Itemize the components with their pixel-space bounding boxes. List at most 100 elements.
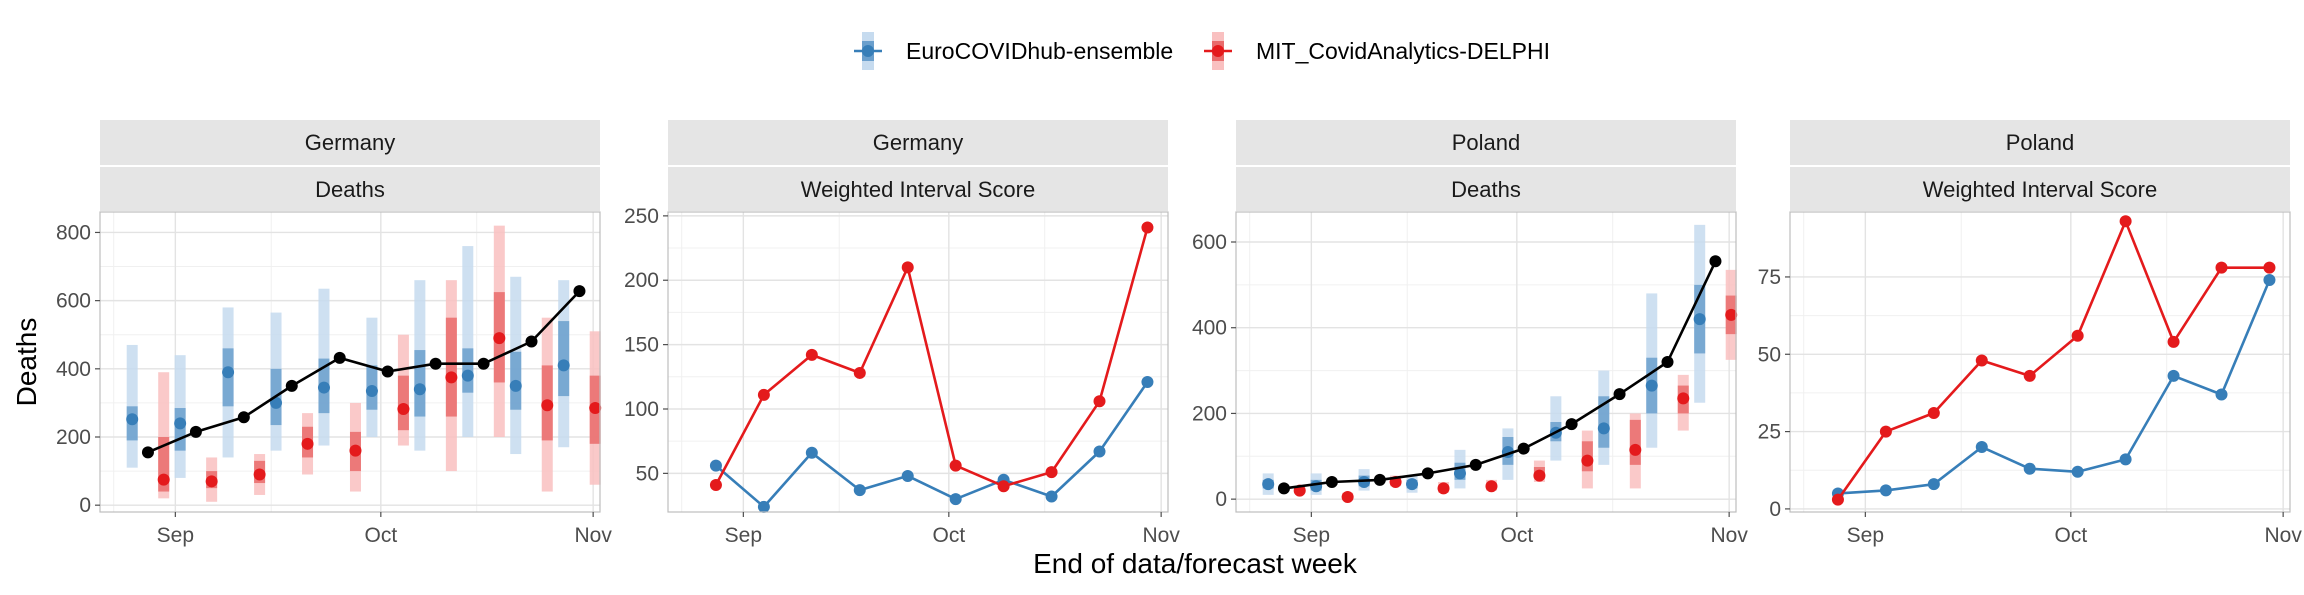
panel-2: Germany Weighted Interval Score 50 100 150 20… bbox=[624, 120, 1180, 547]
observed-point bbox=[1517, 442, 1530, 455]
ensemble-point bbox=[270, 396, 283, 409]
delphi-point bbox=[493, 332, 506, 345]
observed-line bbox=[147, 290, 581, 454]
delphi-point bbox=[1879, 425, 1892, 438]
observed-point bbox=[477, 357, 490, 370]
strip-label-location: Germany bbox=[873, 130, 963, 155]
y-tick-label: 0 bbox=[1769, 498, 1781, 521]
y-axis: 0 200 400 600 800 bbox=[56, 221, 100, 517]
delphi-point bbox=[1141, 221, 1154, 234]
delphi-point bbox=[1093, 395, 1106, 408]
observed-point bbox=[237, 411, 250, 424]
ensemble-point bbox=[461, 369, 474, 382]
y-tick-label: 800 bbox=[56, 221, 91, 244]
ensemble-point bbox=[2071, 465, 2084, 478]
delphi-point bbox=[301, 437, 314, 450]
series-ensemble bbox=[126, 359, 570, 430]
strip-label-target: Deaths bbox=[1451, 177, 1521, 202]
ensemble-point bbox=[1310, 480, 1323, 493]
x-tick-label: Sep bbox=[1293, 524, 1330, 547]
ensemble-point bbox=[1645, 379, 1658, 392]
y-tick-label: 400 bbox=[56, 358, 91, 381]
series-observed bbox=[141, 285, 586, 459]
ensemble-point bbox=[1453, 467, 1466, 480]
delphi-point bbox=[2119, 215, 2132, 228]
x-tick-label: Oct bbox=[932, 524, 965, 547]
observed-point bbox=[285, 379, 298, 392]
delphi-interval-50 bbox=[158, 437, 170, 492]
delphi-point bbox=[2167, 335, 2180, 348]
legend-label-delphi: MIT_CovidAnalytics-DELPHI bbox=[1256, 38, 1550, 64]
ensemble-point bbox=[174, 417, 187, 430]
observed-point bbox=[333, 351, 346, 364]
x-axis: Sep Oct Nov bbox=[1293, 512, 1748, 547]
observed-point bbox=[141, 446, 154, 459]
observed-point bbox=[429, 357, 442, 370]
y-tick-label: 75 bbox=[1758, 266, 1781, 289]
x-tick-label: Oct bbox=[364, 524, 397, 547]
ensemble-point bbox=[1358, 476, 1371, 488]
ensemble-point bbox=[757, 500, 770, 513]
ensemble-point bbox=[1879, 484, 1892, 497]
panel-1: Germany Deaths 0 200 400 600 800 Sep Oct Nov bbox=[56, 120, 612, 547]
x-tick-label: Sep bbox=[1847, 524, 1884, 547]
observed-point bbox=[1325, 476, 1338, 488]
ensemble-interval-90 bbox=[462, 246, 474, 437]
panel-border bbox=[99, 211, 601, 513]
x-axis: Sep Oct Nov bbox=[725, 512, 1180, 547]
y-tick-label: 25 bbox=[1758, 421, 1781, 444]
y-axis: 0 25 50 75 bbox=[1758, 266, 1790, 521]
ensemble-point bbox=[2119, 453, 2132, 466]
strip-top-bg bbox=[100, 120, 600, 165]
delphi-point bbox=[1975, 354, 1988, 367]
gridlines bbox=[668, 212, 1168, 512]
ensemble-point bbox=[1975, 441, 1988, 454]
ensemble-point bbox=[2167, 369, 2180, 382]
legend-entry-ensemble: EuroCOVIDhub-ensemble bbox=[854, 32, 1173, 70]
strip-top-bg bbox=[668, 120, 1168, 165]
y-tick-label: 600 bbox=[56, 290, 91, 313]
x-tick-label: Sep bbox=[725, 524, 762, 547]
ensemble-point bbox=[2263, 274, 2276, 287]
observed-point bbox=[1277, 482, 1290, 495]
observed-point bbox=[573, 285, 586, 298]
ensemble-point bbox=[1927, 478, 1940, 491]
delphi-point bbox=[1725, 308, 1738, 321]
x-tick-label: Nov bbox=[1710, 524, 1748, 547]
strip-label-location: Poland bbox=[2006, 130, 2075, 155]
delphi-point bbox=[157, 473, 170, 486]
strip-label-target: Weighted Interval Score bbox=[1923, 177, 2157, 202]
delphi-line bbox=[1836, 220, 2270, 501]
ensemble-point bbox=[1045, 490, 1058, 503]
observed-point bbox=[1661, 356, 1674, 368]
observed-point bbox=[1613, 388, 1626, 401]
legend: EuroCOVIDhub-ensemble MIT_CovidAnalytics-… bbox=[854, 32, 1550, 70]
observed-point bbox=[1373, 473, 1386, 486]
ensemble-interval-50 bbox=[1598, 396, 1610, 448]
y-tick-label: 400 bbox=[1192, 317, 1227, 340]
ensemble-point bbox=[317, 381, 330, 394]
observed-line bbox=[1283, 260, 1717, 490]
delphi-point bbox=[757, 388, 770, 401]
delphi-point bbox=[1437, 482, 1450, 495]
strip-bottom-bg bbox=[100, 167, 600, 211]
x-tick-label: Oct bbox=[1500, 524, 1533, 547]
ensemble-point bbox=[2215, 388, 2228, 401]
delphi-interval-50 bbox=[397, 375, 409, 431]
ensemble-point bbox=[557, 359, 570, 372]
ensemble-point bbox=[1693, 313, 1706, 326]
strip-label-location: Germany bbox=[305, 130, 395, 155]
strip-bottom-bg bbox=[668, 167, 1168, 211]
delphi-point bbox=[589, 402, 602, 415]
ensemble-line bbox=[1837, 279, 2271, 495]
strip-label-target: Deaths bbox=[315, 177, 385, 202]
delphi-point bbox=[1677, 392, 1690, 405]
x-tick-label: Nov bbox=[1142, 524, 1180, 547]
observed-point bbox=[1421, 467, 1434, 480]
observed-point bbox=[1565, 418, 1578, 431]
observed-point bbox=[1469, 458, 1482, 471]
ensemble-point bbox=[1406, 478, 1419, 491]
gridlines bbox=[1236, 212, 1736, 512]
delphi-point bbox=[349, 444, 362, 457]
